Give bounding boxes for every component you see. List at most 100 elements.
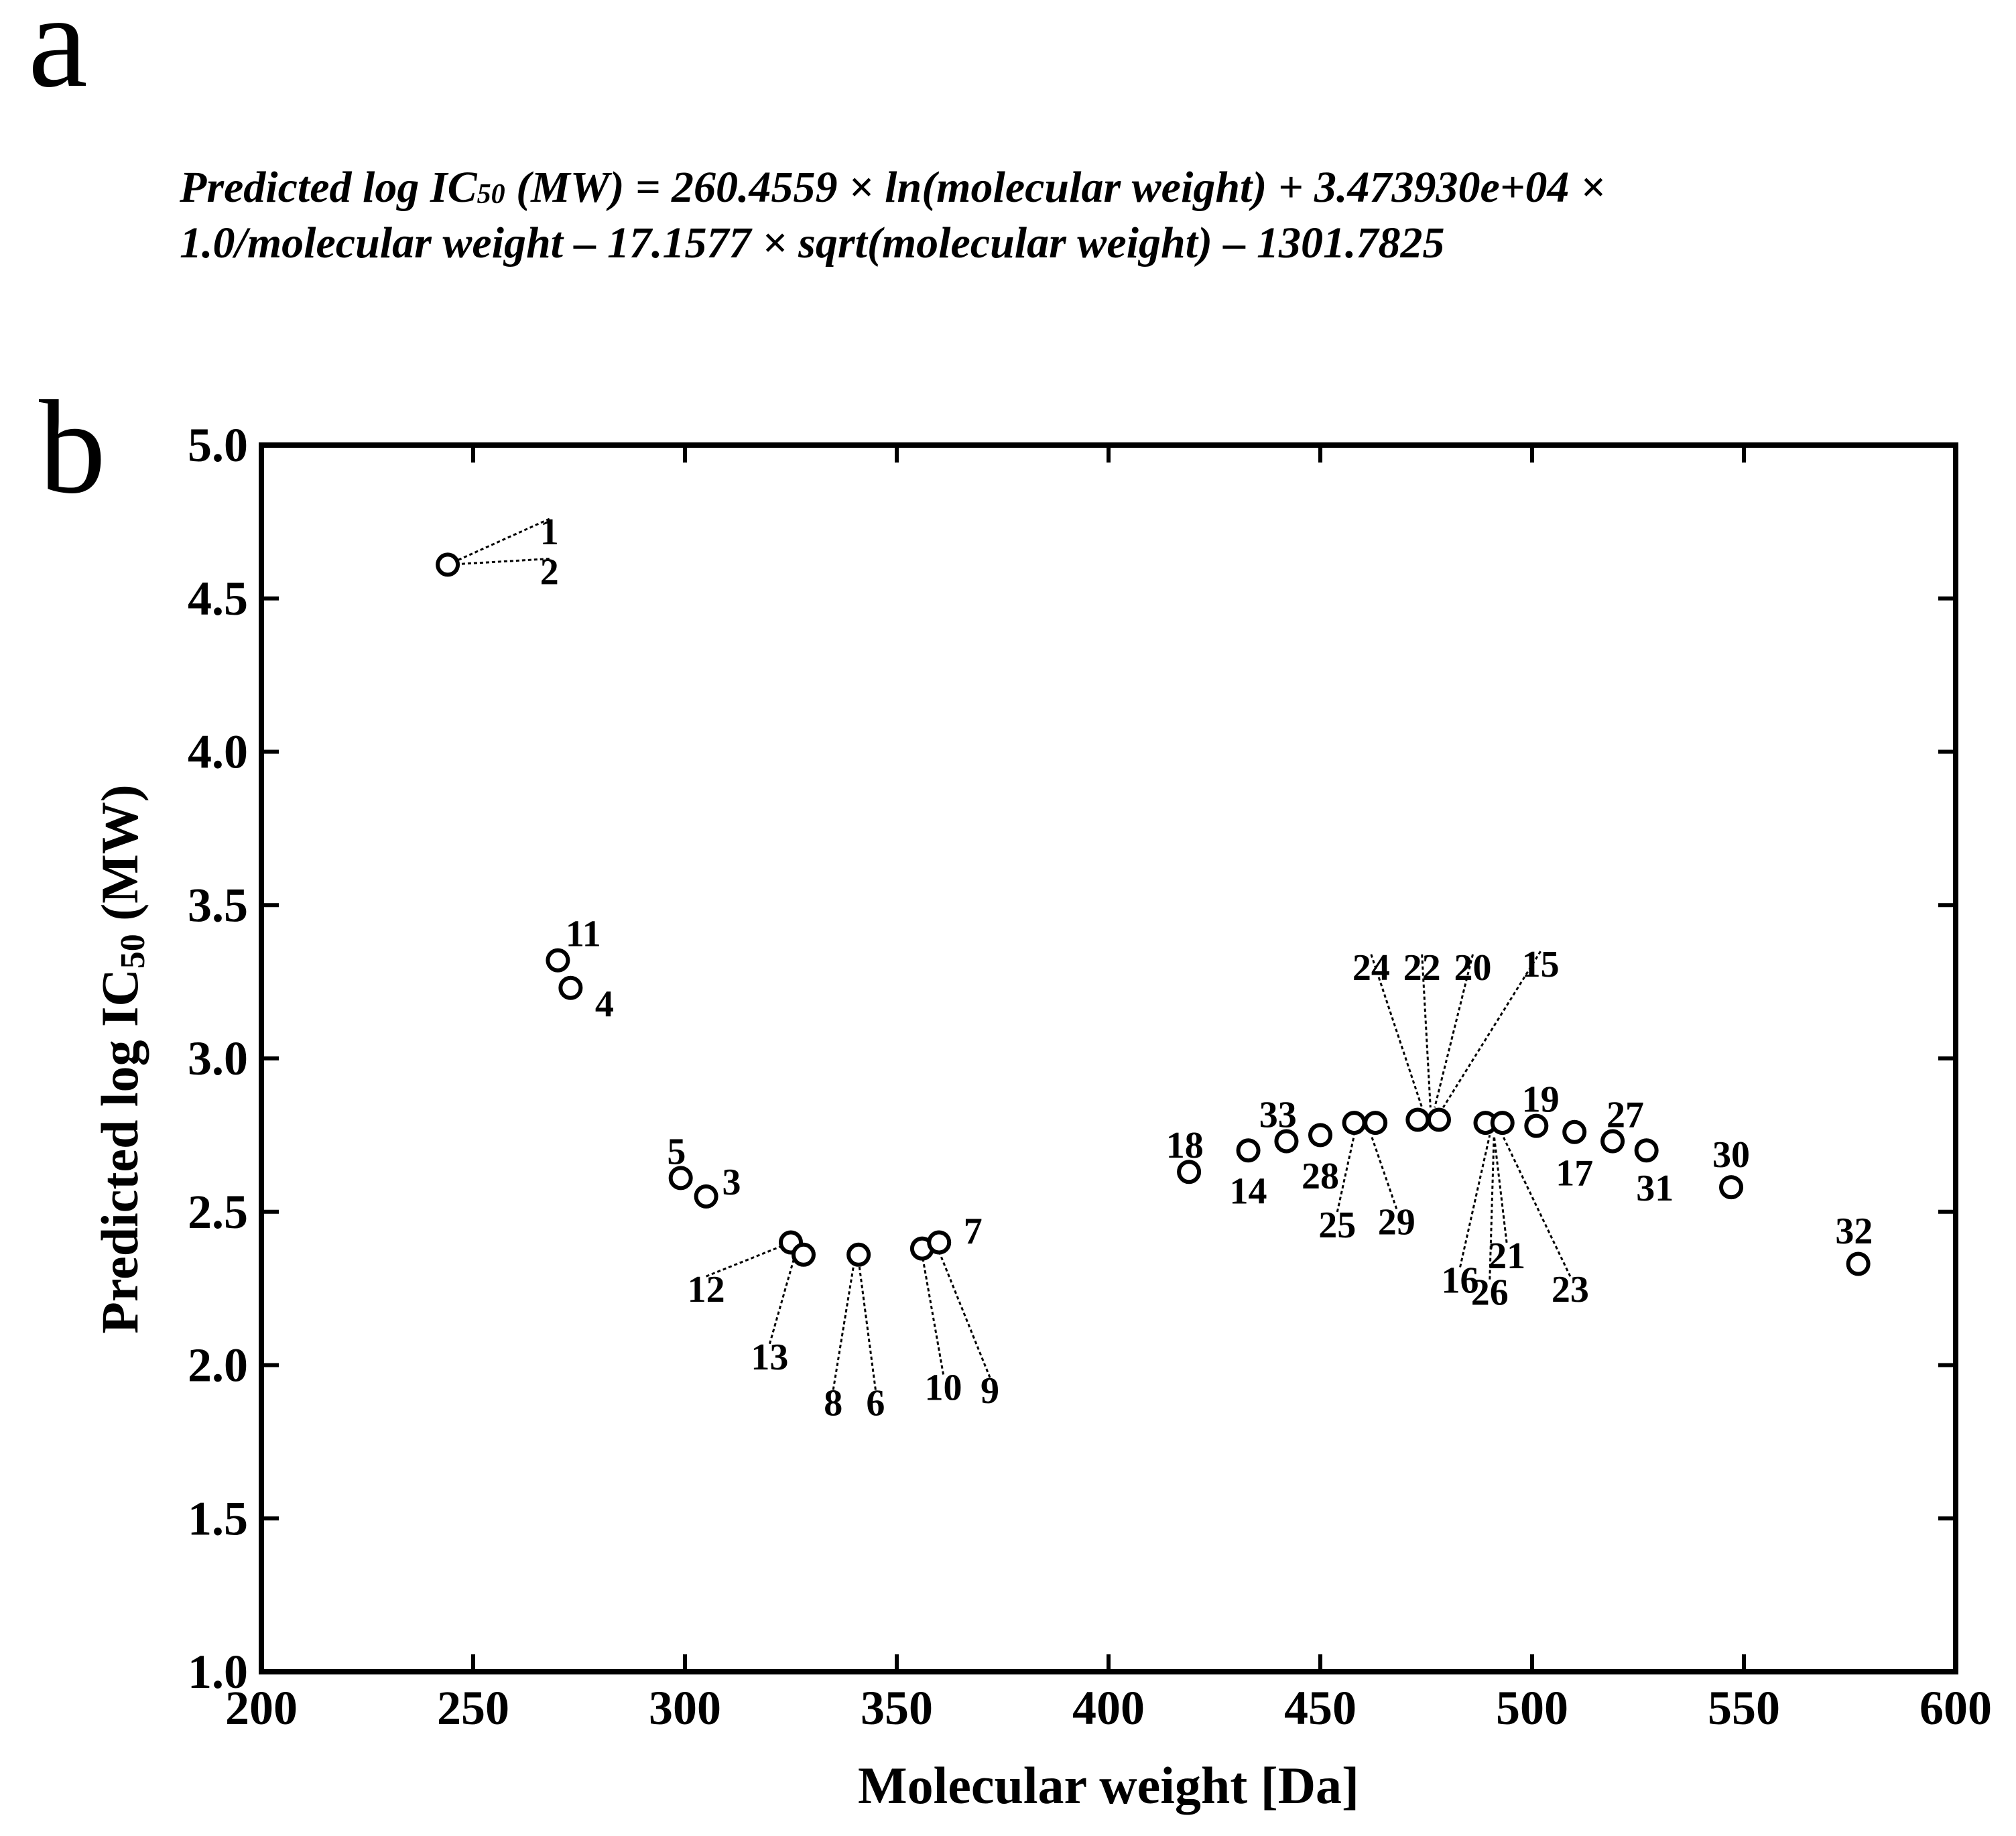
data-point	[1363, 1111, 1388, 1136]
leader-line	[1336, 1135, 1356, 1213]
data-point	[1846, 1251, 1871, 1276]
leader-lines	[447, 517, 1572, 1390]
leader-line	[1501, 1134, 1572, 1277]
point-label: 9	[981, 1370, 999, 1412]
point-label: 29	[1378, 1201, 1415, 1243]
point-label: 25	[1318, 1205, 1356, 1246]
point-label: 22	[1403, 947, 1441, 989]
leader-line	[1421, 954, 1432, 1108]
point-label: 33	[1259, 1094, 1297, 1136]
point-label: 3	[722, 1162, 741, 1203]
x-tick-label: 250	[437, 1681, 509, 1735]
leader-line	[447, 558, 550, 566]
y-tick-label: 4.0	[188, 725, 248, 779]
y-tick-label: 3.5	[188, 878, 248, 932]
leader-line	[857, 1260, 877, 1390]
data-point	[1562, 1119, 1587, 1144]
data-point	[1177, 1160, 1202, 1184]
leader-line	[1493, 1135, 1508, 1243]
x-tick-label: 400	[1072, 1681, 1145, 1735]
plot-frame	[259, 442, 1958, 1674]
point-label: 18	[1166, 1125, 1204, 1166]
data-point	[1308, 1123, 1332, 1148]
point-label: 23	[1552, 1269, 1589, 1310]
point-label: 21	[1488, 1235, 1525, 1277]
leader-line	[1459, 1135, 1491, 1268]
data-point	[1405, 1107, 1430, 1132]
y-tick-label: 2.0	[188, 1339, 248, 1392]
equation-line-2: 1.0/molecular weight – 17.1577 × sqrt(mo…	[180, 219, 1445, 268]
x-tick-label: 200	[225, 1681, 298, 1735]
x-tick-label: 300	[649, 1681, 721, 1735]
x-tick-label: 500	[1496, 1681, 1568, 1735]
data-point	[546, 948, 570, 973]
data-point	[1426, 1107, 1451, 1132]
point-label: 6	[866, 1382, 885, 1424]
leader-line	[706, 1241, 792, 1278]
point-label: 27	[1606, 1094, 1644, 1136]
point-label: 1	[540, 511, 559, 553]
point-label: 5	[667, 1131, 686, 1172]
point-label: 4	[595, 984, 614, 1026]
leader-line	[1370, 1134, 1398, 1209]
x-axis-title: Molecular weight [Da]	[858, 1756, 1359, 1815]
leader-line	[1370, 954, 1424, 1108]
y-tick-label: 5.0	[188, 418, 248, 472]
axis-ticks	[259, 443, 1958, 1674]
data-point	[1274, 1129, 1299, 1154]
data-point	[1719, 1175, 1744, 1200]
x-tick-label: 350	[861, 1681, 933, 1735]
point-label: 13	[751, 1337, 788, 1378]
y-axis-title: Predicted log IC50 (MW)	[90, 784, 152, 1334]
equation-line-1: Predicted log IC50 (MW) = 260.4559 × ln(…	[180, 163, 1606, 212]
leader-line	[832, 1260, 856, 1390]
data-point	[927, 1230, 952, 1255]
point-label: 31	[1636, 1168, 1674, 1209]
point-label: 19	[1522, 1079, 1560, 1120]
point-label: 8	[824, 1382, 842, 1424]
point-label: 11	[566, 913, 601, 955]
y-tick-label: 1.0	[188, 1645, 248, 1699]
leader-line	[1434, 954, 1474, 1108]
leader-line	[447, 517, 550, 566]
point-label: 2	[540, 552, 559, 593]
x-tick-label: 450	[1284, 1681, 1357, 1735]
data-point	[791, 1242, 816, 1267]
point-label: 16	[1442, 1260, 1479, 1301]
data-point	[1236, 1138, 1261, 1163]
leader-line	[921, 1254, 944, 1375]
leader-line	[1442, 951, 1541, 1108]
leader-line	[768, 1254, 796, 1345]
point-label: 14	[1230, 1171, 1267, 1213]
data-point	[1634, 1138, 1659, 1163]
point-label: 12	[688, 1269, 725, 1310]
leader-line	[938, 1251, 991, 1378]
data-point	[1490, 1111, 1515, 1136]
data-point	[1524, 1113, 1549, 1138]
point-label: 32	[1835, 1211, 1873, 1252]
y-tick-label: 3.0	[188, 1032, 248, 1085]
panel-label-a: a	[28, 0, 88, 115]
data-point	[694, 1184, 718, 1209]
data-point	[558, 975, 583, 1000]
point-label: 17	[1556, 1152, 1593, 1194]
point-label: 10	[925, 1367, 962, 1409]
data-point	[668, 1166, 693, 1190]
x-tick-label: 600	[1919, 1681, 1992, 1735]
data-point	[1600, 1129, 1625, 1154]
point-label: 30	[1712, 1134, 1750, 1176]
y-tick-label: 1.5	[188, 1491, 248, 1545]
point-label: 7	[964, 1211, 983, 1252]
point-label: 15	[1522, 944, 1560, 985]
data-point	[846, 1242, 871, 1267]
point-label: 26	[1471, 1272, 1509, 1314]
y-tick-label: 4.5	[188, 572, 248, 625]
point-label: 24	[1352, 947, 1390, 989]
tick-labels: 200 250 300 350 400 450 500 550 600 1.0 1.5 2.0 2.5 3…	[188, 418, 1992, 1735]
data-point	[436, 552, 460, 577]
data-point	[1342, 1111, 1367, 1136]
panel-label-b: b	[39, 373, 106, 522]
point-label: 20	[1454, 947, 1492, 989]
